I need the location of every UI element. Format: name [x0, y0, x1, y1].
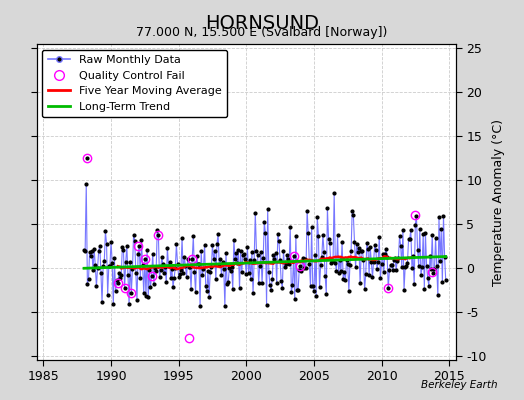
Text: HORNSUND: HORNSUND: [205, 14, 319, 33]
Legend: Raw Monthly Data, Quality Control Fail, Five Year Moving Average, Long-Term Tren: Raw Monthly Data, Quality Control Fail, …: [42, 50, 227, 117]
Text: 77.000 N, 15.500 E (Svalbard [Norway]): 77.000 N, 15.500 E (Svalbard [Norway]): [136, 26, 388, 39]
Y-axis label: Temperature Anomaly (°C): Temperature Anomaly (°C): [492, 118, 505, 286]
Text: Berkeley Earth: Berkeley Earth: [421, 380, 498, 390]
